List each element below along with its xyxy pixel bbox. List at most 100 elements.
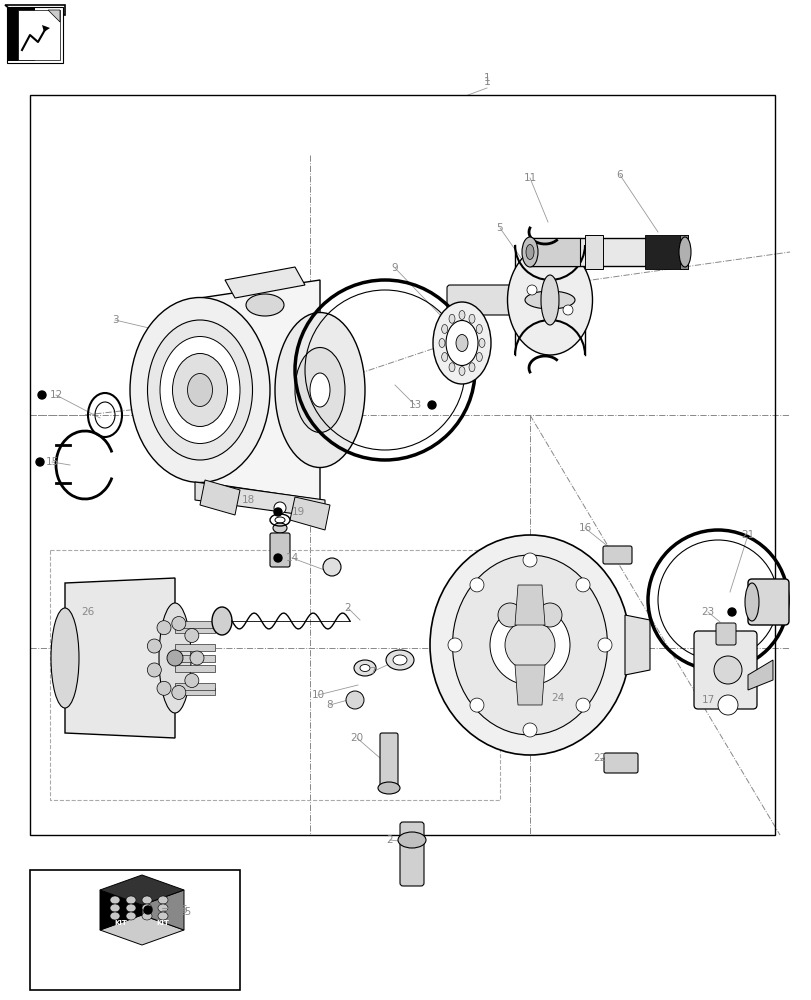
Ellipse shape	[430, 535, 629, 755]
Circle shape	[713, 656, 741, 684]
Ellipse shape	[393, 655, 406, 665]
Text: 21: 21	[740, 530, 753, 540]
Text: 8: 8	[326, 700, 333, 710]
Ellipse shape	[469, 363, 474, 372]
Polygon shape	[142, 890, 184, 930]
Ellipse shape	[469, 314, 474, 323]
Circle shape	[489, 605, 569, 685]
Circle shape	[323, 558, 341, 576]
Bar	[7, 7, 63, 63]
Circle shape	[497, 603, 521, 627]
Circle shape	[185, 629, 199, 643]
Bar	[30, 95, 774, 835]
Text: 22: 22	[593, 753, 606, 763]
Circle shape	[147, 639, 161, 653]
FancyBboxPatch shape	[380, 733, 397, 787]
Circle shape	[167, 650, 182, 666]
Ellipse shape	[294, 348, 345, 432]
Polygon shape	[530, 238, 684, 266]
Circle shape	[190, 651, 204, 665]
Polygon shape	[747, 660, 772, 690]
Text: 11: 11	[523, 173, 536, 183]
Ellipse shape	[172, 354, 227, 426]
Ellipse shape	[445, 320, 478, 365]
Polygon shape	[18, 10, 60, 60]
Bar	[530, 238, 579, 266]
Polygon shape	[8, 8, 35, 61]
Circle shape	[575, 698, 590, 712]
Text: 17: 17	[701, 695, 714, 705]
Bar	[175, 688, 215, 695]
Bar	[679, 235, 687, 269]
Ellipse shape	[439, 338, 444, 348]
Text: 1: 1	[483, 77, 490, 87]
Circle shape	[185, 673, 199, 687]
Ellipse shape	[378, 782, 400, 794]
Text: KIT: KIT	[114, 920, 127, 926]
Ellipse shape	[441, 353, 447, 361]
Ellipse shape	[507, 245, 592, 355]
Ellipse shape	[310, 373, 329, 407]
Circle shape	[273, 554, 281, 562]
Circle shape	[345, 691, 363, 709]
Circle shape	[273, 502, 285, 514]
Polygon shape	[225, 267, 305, 298]
Polygon shape	[100, 875, 184, 905]
Text: 10: 10	[311, 690, 324, 700]
Ellipse shape	[130, 298, 270, 483]
Text: 1: 1	[483, 73, 490, 83]
Ellipse shape	[275, 312, 365, 468]
Text: 7: 7	[368, 667, 375, 677]
FancyBboxPatch shape	[603, 546, 631, 564]
Text: 5: 5	[496, 223, 503, 233]
Text: 20: 20	[350, 733, 363, 743]
Text: 15: 15	[45, 457, 58, 467]
Ellipse shape	[148, 320, 252, 460]
Ellipse shape	[272, 523, 286, 533]
Ellipse shape	[678, 237, 690, 267]
Ellipse shape	[397, 832, 426, 848]
Ellipse shape	[448, 314, 454, 323]
Circle shape	[147, 663, 161, 677]
Ellipse shape	[160, 336, 240, 444]
Ellipse shape	[521, 237, 538, 267]
Ellipse shape	[476, 353, 482, 361]
Polygon shape	[100, 890, 142, 930]
Ellipse shape	[126, 896, 135, 904]
Ellipse shape	[478, 338, 484, 348]
Bar	[175, 654, 215, 662]
Ellipse shape	[158, 896, 168, 904]
Text: 18: 18	[241, 495, 255, 505]
Text: 14: 14	[285, 553, 298, 563]
Ellipse shape	[109, 904, 120, 912]
Ellipse shape	[476, 324, 482, 334]
Ellipse shape	[126, 904, 135, 912]
Ellipse shape	[458, 310, 465, 320]
Bar	[30, 870, 240, 990]
Circle shape	[470, 698, 483, 712]
Polygon shape	[200, 480, 240, 515]
Ellipse shape	[158, 904, 168, 912]
Circle shape	[522, 553, 536, 567]
Polygon shape	[5, 5, 65, 15]
Circle shape	[157, 621, 171, 635]
Text: 9: 9	[391, 263, 398, 273]
Bar	[175, 683, 215, 690]
Bar	[175, 665, 215, 672]
Circle shape	[36, 458, 44, 466]
Text: KIT: KIT	[157, 920, 169, 926]
Ellipse shape	[109, 896, 120, 904]
Circle shape	[504, 620, 554, 670]
FancyBboxPatch shape	[747, 579, 788, 625]
Ellipse shape	[456, 334, 467, 352]
Ellipse shape	[452, 555, 607, 735]
Bar	[584, 235, 603, 269]
Ellipse shape	[158, 912, 168, 920]
Ellipse shape	[142, 904, 152, 912]
Text: 25: 25	[178, 907, 191, 917]
Bar	[175, 644, 215, 651]
Ellipse shape	[526, 244, 534, 259]
Polygon shape	[514, 585, 544, 625]
Circle shape	[273, 508, 281, 516]
Text: 12: 12	[49, 390, 62, 400]
